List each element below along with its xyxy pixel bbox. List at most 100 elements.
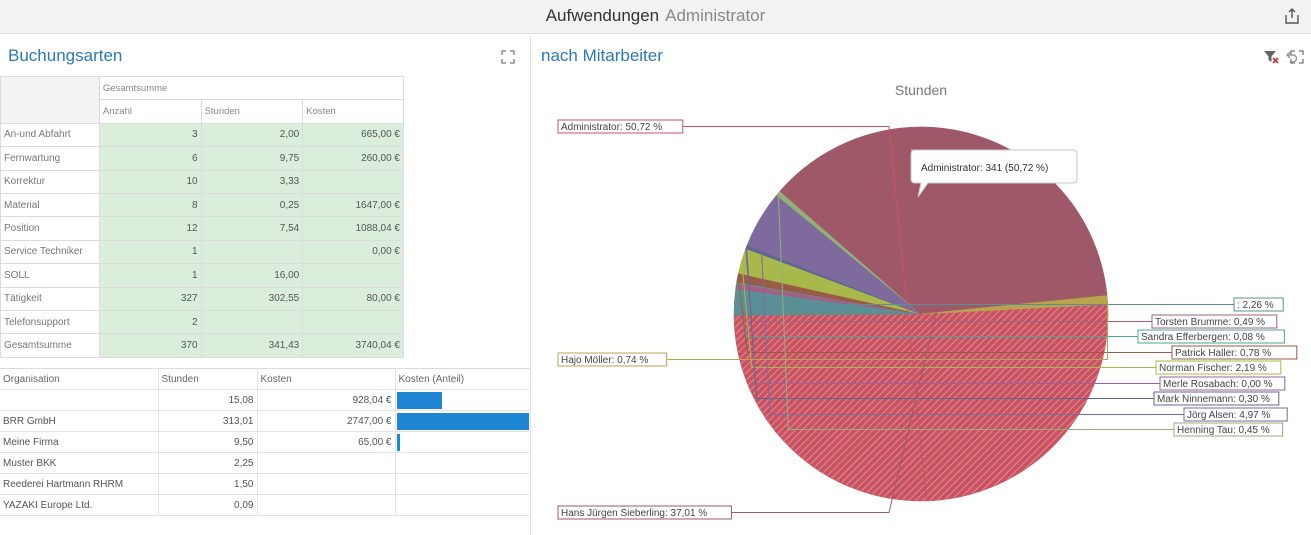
pivot-cell-kosten[interactable]: 665,00 € [302, 122, 404, 148]
pivot-row-label[interactable]: Telefonsupport [0, 309, 100, 335]
table-row[interactable]: Reederei Hartmann RHRM 1,50 [0, 473, 530, 495]
table-row[interactable]: BRR GmbH 313,01 2747,00 € [0, 410, 530, 432]
page-title: Aufwendungen Administrator [0, 6, 1311, 26]
pivot-row: Tätigkeit 327 302,55 80,00 € [0, 286, 404, 311]
pivot-row-label[interactable]: Service Techniker [0, 239, 100, 265]
pivot-row-label[interactable]: An-und Abfahrt [0, 122, 100, 148]
pie-slice[interactable] [733, 303, 1109, 502]
org-cell-organisation [0, 389, 159, 411]
pie-slice-label-box [1137, 329, 1285, 344]
pivot-cell-kosten[interactable]: 3740,04 € [302, 333, 404, 358]
user-name: Administrator [665, 6, 766, 25]
pivot-group-header[interactable]: Gesamtsumme [98, 75, 405, 101]
org-col-kosten[interactable]: Kosten [257, 368, 396, 390]
pie-slice-connector [731, 135, 979, 513]
pivot-col-anzahl[interactable]: Anzahl [98, 99, 202, 124]
chart-tooltip: Administrator: 341 (50,72 %) [910, 149, 1078, 198]
pivot-cell-stunden[interactable]: 3,33 [200, 169, 304, 194]
org-cell-organisation: Reederei Hartmann RHRM [0, 473, 159, 495]
pie-slice-connector [759, 218, 1184, 415]
share-icon[interactable] [1283, 7, 1301, 25]
pie-slice-label: Jörg Alsen: 4,97 % [1187, 410, 1270, 421]
pivot-row-label[interactable]: Material [0, 192, 100, 218]
pivot-cell-stunden[interactable]: 2,00 [200, 122, 304, 148]
pie-slice-label-box [1153, 391, 1280, 406]
pivot-row-label[interactable]: Gesamtsumme [0, 333, 100, 358]
pivot-row-label[interactable]: SOLL [0, 263, 100, 288]
filter-clear-icon[interactable] [1263, 50, 1279, 64]
pie-slice-label: Hans Jürgen Sieberling: 37,01 % [561, 508, 707, 519]
pivot-cell-anzahl[interactable]: 12 [98, 216, 202, 241]
pivot-row-label[interactable]: Position [0, 216, 100, 241]
pie-slice-connector [737, 277, 1172, 353]
table-row[interactable]: 15,08 928,04 € [0, 389, 530, 411]
mitarbeiter-panel: nach Mitarbeiter Stunden Administrator: … [531, 36, 1311, 535]
pivot-cell-stunden[interactable]: 9,75 [200, 146, 304, 171]
org-col-kosten-anteil[interactable]: Kosten (Anteil) [395, 368, 530, 390]
org-cell-stunden: 9,50 [158, 431, 258, 453]
pivot-cell-anzahl[interactable]: 3 [98, 122, 202, 148]
pie-slice-connector [777, 193, 1174, 430]
pie-slice-label: Torsten Brumme: 0,49 % [1155, 317, 1265, 328]
org-cell-stunden: 0,09 [158, 494, 258, 516]
pivot-cell-stunden[interactable]: 341,43 [200, 333, 304, 358]
org-cell-organisation: Muster BKK [0, 452, 159, 474]
pivot-cell-anzahl[interactable]: 8 [98, 192, 202, 218]
pivot-row-label[interactable]: Korrektur [0, 169, 100, 194]
tooltip-text: Administrator: 341 (50,72 %) [921, 163, 1048, 174]
pivot-cell-anzahl[interactable]: 370 [98, 333, 202, 358]
table-row[interactable]: Meine Firma 9,50 65,00 € [0, 431, 530, 453]
table-row[interactable]: YAZAKI Europe Ltd. 0,09 [0, 494, 530, 516]
org-cell-kosten [257, 494, 396, 516]
org-cell-kosten [257, 452, 396, 474]
pivot-cell-kosten[interactable]: 1647,00 € [302, 192, 404, 218]
org-cell-organisation: YAZAKI Europe Ltd. [0, 494, 159, 516]
pivot-row: Fernwartung 6 9,75 260,00 € [0, 146, 404, 171]
org-col-stunden[interactable]: Stunden [158, 368, 258, 390]
pivot-row-label[interactable]: Tätigkeit [0, 286, 100, 311]
pivot-col-stunden[interactable]: Stunden [200, 99, 304, 124]
pivot-cell-kosten[interactable]: 80,00 € [302, 286, 404, 311]
pie-slice-connector [736, 282, 1138, 337]
share-bar [396, 434, 400, 451]
pivot-cell-stunden[interactable]: 7,54 [200, 216, 304, 241]
expand-icon[interactable] [501, 50, 515, 64]
pivot-row: Service Techniker 1 0,00 € [0, 239, 404, 265]
expand-icon[interactable] [1290, 50, 1304, 64]
pivot-cell-stunden[interactable] [200, 309, 304, 335]
pivot-cell-anzahl[interactable]: 6 [98, 146, 202, 171]
page-title-text: Aufwendungen [545, 6, 660, 25]
pivot-row-label[interactable]: Fernwartung [0, 146, 100, 171]
undo-icon[interactable] [1284, 50, 1298, 64]
pivot-cell-kosten[interactable] [302, 169, 404, 194]
pivot-cell-anzahl[interactable]: 2 [98, 309, 202, 335]
pivot-cell-kosten[interactable] [302, 309, 404, 335]
pivot-cell-stunden[interactable]: 0,25 [200, 192, 304, 218]
pie-slice-label-box [1233, 297, 1284, 312]
org-cell-kosten-anteil [395, 452, 530, 474]
org-cell-kosten-anteil [395, 410, 530, 432]
pivot-cell-anzahl[interactable]: 327 [98, 286, 202, 311]
org-cell-kosten [257, 473, 396, 495]
pivot-cell-kosten[interactable]: 1088,04 € [302, 216, 404, 241]
pivot-cell-anzahl[interactable]: 10 [98, 169, 202, 194]
pivot-cell-anzahl[interactable]: 1 [98, 263, 202, 288]
pie-slice-label: Sandra Efferbergen: 0,08 % [1141, 332, 1265, 343]
pivot-cell-kosten[interactable]: 0,00 € [302, 239, 404, 265]
org-cell-stunden: 2,25 [158, 452, 258, 474]
pivot-cell-stunden[interactable]: 16,00 [200, 263, 304, 288]
pivot-cell-anzahl[interactable]: 1 [98, 239, 202, 265]
pivot-cell-kosten[interactable]: 260,00 € [302, 146, 404, 171]
pivot-col-kosten[interactable]: Kosten [302, 99, 404, 124]
table-row[interactable]: Muster BKK 2,25 [0, 452, 530, 474]
pivot-cell-stunden[interactable] [200, 239, 304, 265]
pivot-row: Material 8 0,25 1647,00 € [0, 192, 404, 218]
pie-slice-connector [746, 246, 1154, 399]
pivot-cell-kosten[interactable] [302, 263, 404, 288]
pivot-row: SOLL 1 16,00 [0, 263, 404, 288]
org-cell-kosten: 65,00 € [257, 431, 396, 453]
pivot-row: Position 12 7,54 1088,04 € [0, 216, 404, 241]
org-col-organisation[interactable]: Organisation [0, 368, 159, 390]
pie-slice-label: Norman Fischer: 2,19 % [1159, 363, 1267, 374]
pivot-cell-stunden[interactable]: 302,55 [200, 286, 304, 311]
